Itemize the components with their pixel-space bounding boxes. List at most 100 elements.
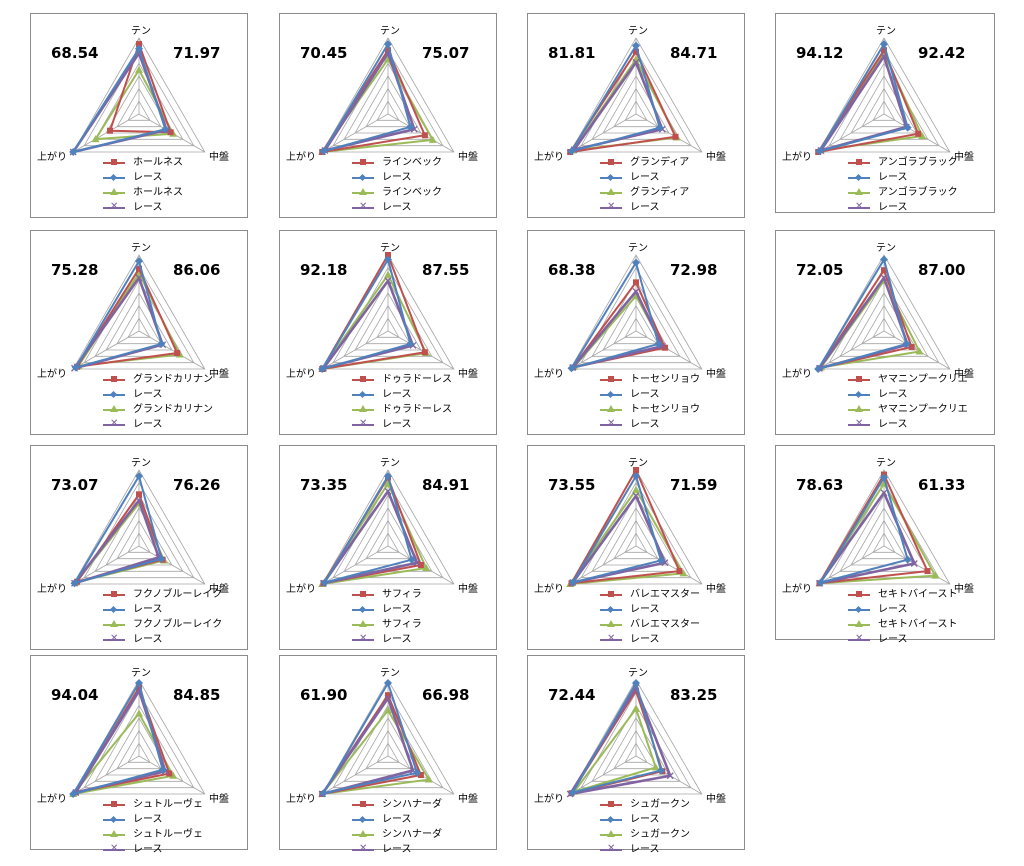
legend-label: レース <box>630 389 660 400</box>
radar-data-point <box>672 133 679 140</box>
legend-label: レース <box>382 419 412 430</box>
left-score: 72.44 <box>548 686 596 704</box>
radar-data-point <box>880 40 888 49</box>
legend-marker-icon <box>855 405 863 412</box>
legend-marker-icon <box>608 801 614 807</box>
radar-grid-ring <box>365 87 411 128</box>
radar-series-line <box>571 475 663 584</box>
radar-chart-svg <box>318 469 455 587</box>
radar-data-point <box>902 339 911 348</box>
legend-marker-icon: ✕ <box>359 418 368 429</box>
right-score: 75.07 <box>422 44 470 62</box>
chart-legend: ドゥラドーレス レース ドゥラドーレス ✕ レース <box>352 372 452 432</box>
radar-chart-panel: 81.81 84.71 テン 中盤 上がり グランディア レース グランディア ✕ レース <box>527 13 745 218</box>
axis-label-chuban: 中盤 <box>706 369 726 380</box>
radar-data-point <box>661 344 668 351</box>
radar-series-line <box>571 494 667 584</box>
radar-series-line <box>323 475 413 584</box>
radar-series-line <box>819 54 908 152</box>
legend-label: フクノブルーレイク <box>133 619 223 630</box>
radar-data-point <box>71 363 80 372</box>
radar-series-line <box>320 696 415 796</box>
radar-data-point <box>135 44 143 53</box>
left-score: 73.35 <box>300 476 348 494</box>
radar-data-point <box>632 704 640 712</box>
axis-label-ten: テン <box>131 458 151 469</box>
legend-label: レース <box>630 202 660 213</box>
legend-line-swatch <box>103 207 125 209</box>
radar-data-point <box>135 709 143 717</box>
radar-grid-ring <box>105 75 173 134</box>
legend-marker-icon <box>854 173 863 182</box>
legend-entry: シュガークン <box>600 827 690 842</box>
radar-grid-ring <box>613 729 659 770</box>
legend-label: ドゥラドーレス <box>382 374 452 385</box>
axis-label-ten: テン <box>380 668 400 679</box>
radar-data-point <box>676 568 683 575</box>
legend-line-swatch <box>352 424 374 426</box>
axis-label-chuban: 中盤 <box>209 152 229 163</box>
legend-marker-icon <box>607 188 615 195</box>
axis-label-agari: 上がり <box>534 152 564 163</box>
radar-data-point <box>69 790 78 798</box>
legend-marker-icon <box>358 815 367 824</box>
axis-label-chuban: 中盤 <box>209 584 229 595</box>
legend-label: シンハナーダ <box>382 829 442 840</box>
legend-label: レース <box>133 634 163 645</box>
radar-grid-ring <box>365 304 411 345</box>
radar-data-point <box>91 135 100 143</box>
radar-series-line <box>76 267 179 368</box>
legend-label: サフィラ <box>382 589 422 600</box>
axis-label-chuban: 中盤 <box>706 794 726 805</box>
legend-label: レース <box>630 814 660 825</box>
radar-series-line <box>322 43 412 153</box>
legend-line-swatch <box>352 639 374 641</box>
radar-series-line <box>570 44 661 153</box>
legend-label: バレエマスター <box>630 619 700 630</box>
radar-data-point <box>136 491 142 498</box>
radar-data-point <box>136 265 142 272</box>
radar-axis-spoke <box>321 545 389 585</box>
radar-data-point <box>384 270 392 278</box>
legend-line-swatch <box>600 424 622 426</box>
radar-data-point <box>421 132 428 139</box>
radar-chart-panel: 75.28 86.06 テン 中盤 上がり グランドカリナン レース グランドカリナン ✕ レース <box>30 230 248 435</box>
radar-data-point <box>633 467 639 473</box>
radar-grid-ring <box>569 37 703 153</box>
radar-axis-spoke <box>635 545 703 585</box>
radar-data-point <box>385 252 391 258</box>
radar-grid-ring <box>602 717 670 776</box>
legend-marker-icon <box>111 376 117 382</box>
right-score: 66.98 <box>422 686 470 704</box>
legend-entry: フクノブルーレイク <box>103 587 222 602</box>
legend-marker-icon: ✕ <box>359 201 368 212</box>
radar-data-point <box>135 679 143 688</box>
legend-label: トーセンリョウ <box>630 374 700 385</box>
legend-line-swatch <box>103 639 125 641</box>
radar-data-point <box>157 339 166 348</box>
radar-data-point <box>815 147 824 156</box>
legend-label: シュトルーヴェ <box>133 799 203 810</box>
axis-label-ten: テン <box>131 243 151 254</box>
radar-grid-ring <box>127 532 151 553</box>
legend-label: レース <box>878 202 908 213</box>
legend-entry: シンハナーダ <box>352 827 442 842</box>
radar-chart-svg <box>71 254 206 372</box>
radar-grid-ring <box>861 304 907 345</box>
radar-data-point <box>633 48 639 55</box>
radar-chart-panel: 73.55 71.59 テン 中盤 上がり バレエマスター レース バレエマスター ✕ レース <box>527 445 745 650</box>
right-score: 84.91 <box>422 476 470 494</box>
legend-entry: ✕ レース <box>848 417 968 432</box>
legend-entry: サフィラ <box>352 587 422 602</box>
axis-label-agari: 上がり <box>782 584 812 595</box>
radar-data-point <box>814 365 823 373</box>
legend-marker-icon <box>111 591 117 597</box>
radar-grid-ring <box>613 87 659 128</box>
radar-grid-ring <box>94 62 184 140</box>
radar-data-point <box>69 148 78 156</box>
legend-marker-icon <box>110 188 118 195</box>
radar-data-point <box>657 766 666 775</box>
legend-label: レース <box>382 389 412 400</box>
legend-marker-icon: ✕ <box>359 843 368 854</box>
radar-axis-spoke <box>569 755 637 795</box>
